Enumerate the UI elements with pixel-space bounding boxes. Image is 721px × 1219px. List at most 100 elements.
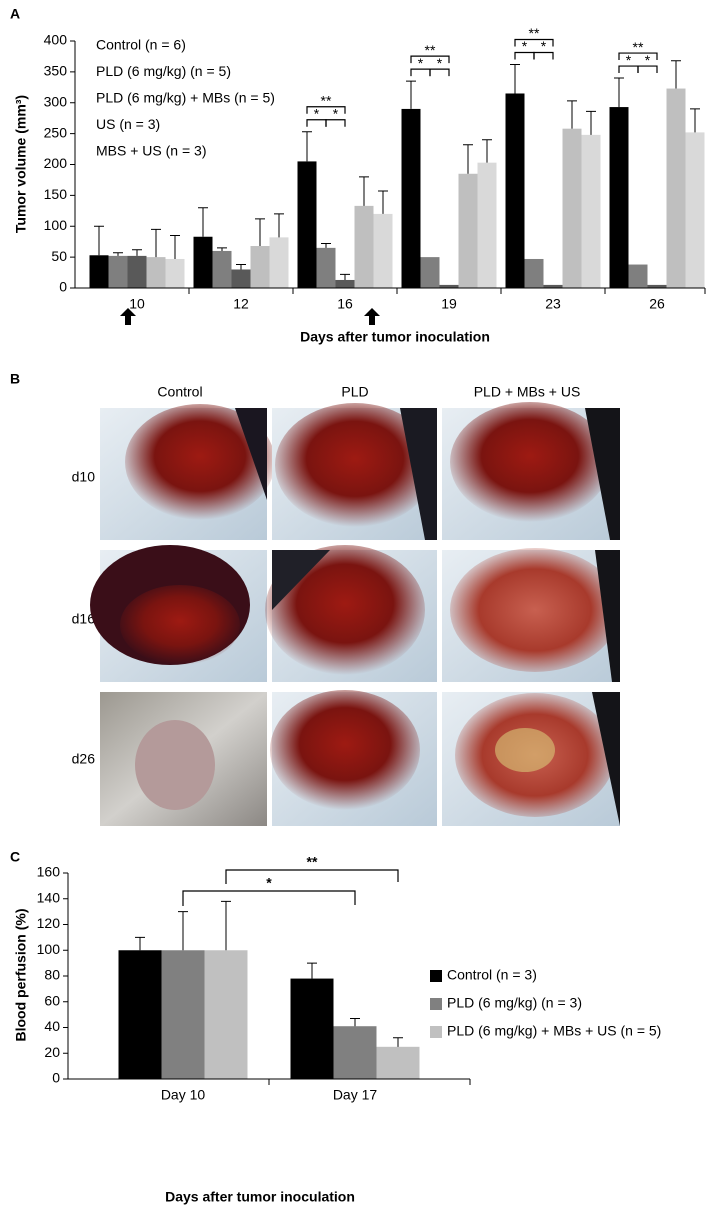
error-bar <box>406 80 416 109</box>
bar <box>401 108 421 288</box>
x-tick-label: 12 <box>233 296 249 312</box>
legend-entry: Control (n = 6) <box>96 37 186 53</box>
significance-bracket <box>514 38 554 47</box>
bar <box>146 257 166 288</box>
error-bar <box>170 235 180 259</box>
y-tick-label: 80 <box>44 967 60 983</box>
significance-label: * <box>418 55 424 71</box>
legend-entry: PLD (6 mg/kg) + MBs + US (n = 5) <box>447 1023 661 1039</box>
error-bar <box>198 207 208 237</box>
treatment-arrow <box>120 308 136 325</box>
significance-bracket <box>325 119 346 127</box>
y-tick-label: 20 <box>44 1044 60 1060</box>
y-tick-label: 140 <box>37 889 61 905</box>
x-tick-label: 23 <box>545 296 561 312</box>
significance-bracket <box>182 890 356 906</box>
bar <box>335 279 355 288</box>
photo <box>100 404 275 540</box>
error-bar <box>359 176 369 206</box>
photo <box>270 690 437 826</box>
x-axis-title: Days after tumor inoculation <box>165 1189 355 1205</box>
legend-swatch <box>430 1026 442 1038</box>
error-bar <box>178 911 188 951</box>
y-tick-label: 120 <box>37 915 61 931</box>
y-tick-label: 100 <box>37 941 61 957</box>
x-tick-label: 10 <box>129 296 145 312</box>
legend-entry: PLD (6 mg/kg) (n = 3) <box>447 995 582 1011</box>
error-bar <box>94 225 104 256</box>
y-tick-label: 300 <box>44 93 68 109</box>
bar <box>118 950 162 1079</box>
y-axis-title: Tumor volume (mm³) <box>13 95 29 233</box>
bar <box>297 161 317 288</box>
panel-label: C <box>10 849 20 865</box>
error-bar <box>510 63 520 94</box>
error-bar <box>135 936 145 951</box>
significance-bracket <box>225 869 399 884</box>
significance-bracket <box>533 51 554 60</box>
bar <box>647 284 667 288</box>
x-tick-label: Day 10 <box>161 1087 206 1103</box>
y-tick-label: 60 <box>44 992 60 1008</box>
bar <box>127 255 147 288</box>
significance-label: * <box>626 52 632 68</box>
bar <box>666 88 686 288</box>
significance-label: ** <box>307 854 318 870</box>
significance-bracket <box>410 55 450 64</box>
bar <box>439 284 459 288</box>
x-axis-title: Days after tumor inoculation <box>300 329 490 345</box>
error-bar <box>221 900 231 951</box>
bar <box>354 205 374 288</box>
significance-label: ** <box>633 39 644 55</box>
bar <box>458 173 478 288</box>
bar <box>212 250 232 288</box>
significance-label: * <box>541 38 547 54</box>
y-tick-label: 100 <box>44 217 68 233</box>
bar <box>165 258 185 288</box>
photo <box>442 548 620 682</box>
error-bar <box>690 108 700 133</box>
treatment-arrow <box>364 308 380 325</box>
bar <box>477 162 497 288</box>
error-bar <box>378 190 388 214</box>
significance-bracket <box>429 68 450 77</box>
y-tick-label: 50 <box>51 248 67 264</box>
error-bar <box>307 962 317 979</box>
bar <box>505 93 525 288</box>
bar <box>420 257 440 288</box>
bar <box>562 128 582 288</box>
bar <box>231 269 251 288</box>
significance-label: ** <box>529 25 540 41</box>
bar <box>269 237 289 288</box>
legend-entry: Control (n = 3) <box>447 967 537 983</box>
column-header: PLD + MBs + US <box>474 384 581 400</box>
row-header: d16 <box>72 611 96 627</box>
error-bar <box>151 228 161 258</box>
error-bar <box>393 1037 403 1047</box>
error-bar <box>274 213 284 238</box>
x-tick-label: 16 <box>337 296 353 312</box>
y-tick-label: 250 <box>44 124 68 140</box>
photo <box>265 545 437 682</box>
significance-label: * <box>314 105 320 121</box>
significance-label: ** <box>321 92 332 108</box>
x-tick-label: Day 17 <box>333 1087 378 1103</box>
significance-label: * <box>522 38 528 54</box>
error-bar <box>132 249 142 256</box>
error-bar <box>614 77 624 108</box>
legend-entry: MBS + US (n = 3) <box>96 143 206 159</box>
bar <box>543 284 563 288</box>
y-tick-label: 200 <box>44 155 68 171</box>
column-header: Control <box>157 384 202 400</box>
bar <box>250 246 270 288</box>
bar <box>373 213 393 288</box>
error-bar <box>350 1017 360 1027</box>
bar <box>204 950 248 1079</box>
bar <box>628 264 648 288</box>
error-bar <box>463 144 473 174</box>
error-bar <box>302 131 312 162</box>
y-axis-title: Blood perfusion (%) <box>13 909 29 1042</box>
y-tick-label: 40 <box>44 1018 60 1034</box>
y-tick-label: 160 <box>37 864 61 880</box>
